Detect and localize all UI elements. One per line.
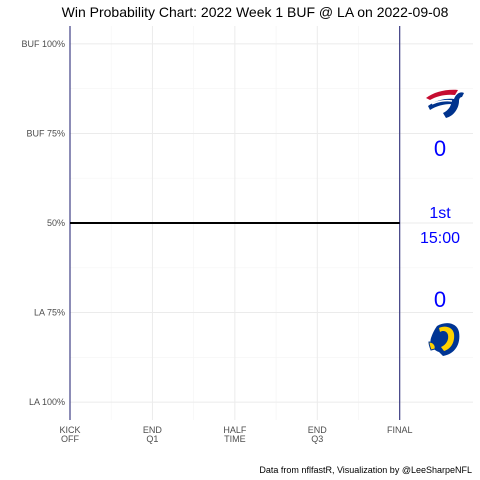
game-quarter: 1st xyxy=(429,205,451,222)
bills-logo xyxy=(426,89,464,118)
x-tick-label: HALF TIME xyxy=(223,425,247,444)
x-tick-label: END Q3 xyxy=(308,425,328,444)
y-tick-label: 50% xyxy=(47,218,65,228)
x-tick-label: KICK OFF xyxy=(59,425,80,444)
chart-title: Win Probability Chart: 2022 Week 1 BUF @… xyxy=(62,4,449,20)
y-tick-label: BUF 75% xyxy=(26,128,65,138)
y-tick-label: LA 100% xyxy=(29,397,65,407)
x-axis: KICK OFF END Q1 HALF TIME END Q3 FINAL xyxy=(59,425,412,444)
chart-caption: Data from nflfastR, Visualization by @Le… xyxy=(259,465,472,475)
x-tick-label: END Q1 xyxy=(143,425,163,444)
rams-logo xyxy=(428,323,460,356)
away-score: 0 xyxy=(434,136,446,161)
y-tick-label: LA 75% xyxy=(34,308,65,318)
x-tick-label: FINAL xyxy=(387,425,413,435)
y-tick-label: BUF 100% xyxy=(21,39,65,49)
home-score: 0 xyxy=(434,287,446,312)
game-clock: 15:00 xyxy=(420,230,460,247)
y-axis: BUF 100% BUF 75% 50% LA 75% LA 100% xyxy=(21,39,65,407)
